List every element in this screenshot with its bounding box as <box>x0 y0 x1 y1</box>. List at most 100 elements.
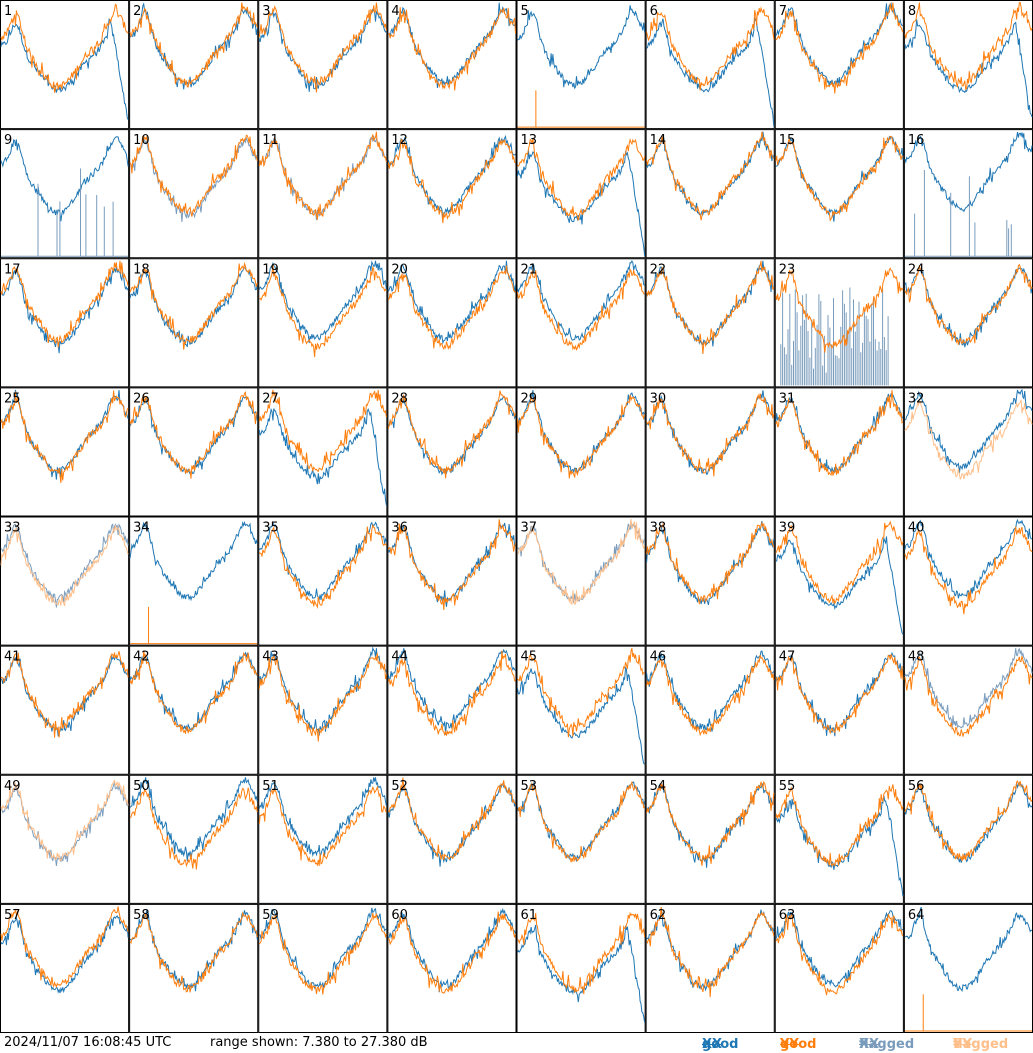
panel-frame <box>903 129 1033 259</box>
panel-51: 51 <box>258 774 388 904</box>
panel-label: 63 <box>779 908 796 923</box>
panel-frame <box>903 387 1033 517</box>
panel-label: 6 <box>650 4 658 19</box>
panel-48: 48 <box>903 645 1033 775</box>
footer: 2024/11/07 16:08:45 UTC range shown: 7.3… <box>0 1033 1033 1053</box>
xx-trace <box>517 924 646 1023</box>
yy-trace <box>387 519 516 611</box>
xx-trace <box>904 388 1033 474</box>
panel-20: 20 <box>387 258 517 388</box>
xx-trace <box>258 8 387 92</box>
panel-label: 12 <box>391 133 408 148</box>
range-readout: range shown: 7.380 to 27.380 dB <box>210 1035 428 1050</box>
panel-frame <box>516 903 646 1033</box>
panel-label: 14 <box>650 133 667 148</box>
timestamp: 2024/11/07 16:08:45 UTC <box>4 1035 172 1050</box>
panel-45: 45 <box>516 645 646 775</box>
panel-41: 41 <box>0 645 130 775</box>
panel-label: 33 <box>4 521 21 536</box>
panel-label: 2 <box>133 4 141 19</box>
panel-55: 55 <box>774 774 904 904</box>
yy-flagged-spikes <box>904 170 1032 257</box>
panel-10: 10 <box>129 129 259 259</box>
yy-trace <box>0 906 129 989</box>
panel-38: 38 <box>645 516 775 646</box>
yy-trace <box>129 391 258 479</box>
panel-7: 7 <box>774 0 904 130</box>
panel-frame <box>258 516 388 646</box>
panel-label: 44 <box>391 650 408 665</box>
yy-flagged-spikes <box>1 168 129 257</box>
panel-46: 46 <box>645 645 775 775</box>
yy-trace <box>0 525 129 607</box>
yy-trace <box>0 3 129 93</box>
panel-27: 27 <box>258 387 388 517</box>
panel-label: 36 <box>391 521 408 536</box>
panel-label: 56 <box>908 779 925 794</box>
panel-6: 6 <box>645 0 775 130</box>
panel-frame <box>258 258 388 388</box>
panel-label: 21 <box>521 262 538 277</box>
legend-flagged-xx-word: flagged <box>859 1037 915 1052</box>
yy-trace <box>129 911 258 993</box>
panel-frame <box>645 0 775 130</box>
panel-5: 5 <box>516 0 646 130</box>
yy-trace <box>775 784 904 868</box>
panel-label: 7 <box>779 4 787 19</box>
panel-frame <box>129 516 259 646</box>
panel-50: 50 <box>129 774 259 904</box>
panel-2: 2 <box>129 0 259 130</box>
yy-trace <box>258 523 387 609</box>
panel-39: 39 <box>774 516 904 646</box>
xx-trace <box>129 396 258 475</box>
yy-trace <box>646 521 775 606</box>
panel-label: 46 <box>650 650 667 665</box>
panel-21: 21 <box>516 258 646 388</box>
yy-trace <box>646 654 775 737</box>
panel-label: 8 <box>908 4 916 19</box>
panel-label: 22 <box>650 262 667 277</box>
panel-label: 18 <box>133 262 150 277</box>
panel-frame <box>516 516 646 646</box>
yy-trace <box>258 2 387 93</box>
xx-trace <box>0 136 129 222</box>
yy-trace <box>646 906 775 998</box>
panel-frame <box>258 387 388 517</box>
panel-label: 32 <box>908 391 925 406</box>
panel-frame <box>0 645 130 775</box>
panel-label: 59 <box>262 908 279 923</box>
panel-label: 54 <box>650 779 667 794</box>
panel-40: 40 <box>903 516 1033 646</box>
panel-label: 31 <box>779 391 796 406</box>
panel-label: 25 <box>4 391 21 406</box>
xx-trace <box>904 647 1033 730</box>
yy-trace <box>258 131 387 220</box>
xx-trace <box>517 259 645 341</box>
xx-trace <box>258 260 387 344</box>
yy-trace <box>258 652 387 742</box>
legend-flagged-xx-pol: XX <box>859 1037 880 1052</box>
panel-43: 43 <box>258 645 388 775</box>
xx-trace <box>129 520 258 602</box>
panel-64: 64 <box>903 903 1033 1033</box>
yy-trace <box>517 648 645 738</box>
panel-57: 57 <box>0 903 130 1033</box>
yy-trace <box>388 777 516 861</box>
yy-trace <box>517 519 646 605</box>
panel-54: 54 <box>645 774 775 904</box>
panel-label: 20 <box>391 262 408 277</box>
xx-trace <box>0 17 129 120</box>
panel-30: 30 <box>645 387 775 517</box>
panel-label: 24 <box>908 262 925 277</box>
panel-label: 34 <box>133 521 150 536</box>
panel-12: 12 <box>387 129 517 259</box>
panel-frame <box>258 774 388 904</box>
yy-trace <box>0 651 129 738</box>
panel-frame <box>0 0 130 130</box>
yy-trace <box>904 2 1033 91</box>
panel-label: 64 <box>908 908 925 923</box>
panel-frame <box>516 387 646 517</box>
yy-trace <box>904 399 1033 481</box>
panel-37: 37 <box>516 516 646 646</box>
